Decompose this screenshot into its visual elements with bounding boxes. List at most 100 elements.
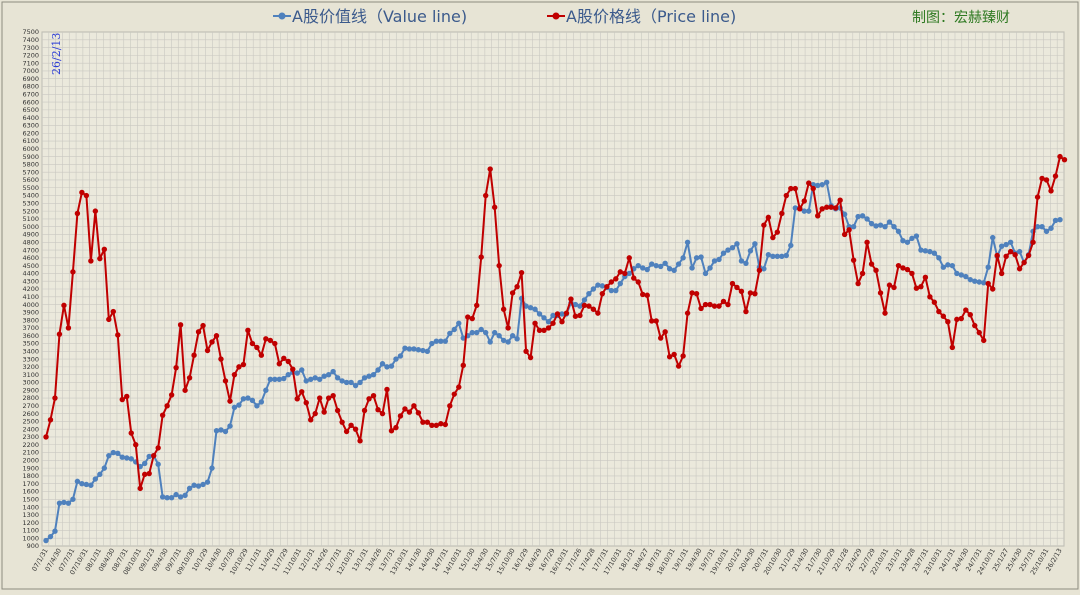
- price-point: [1034, 194, 1041, 200]
- value-point: [900, 238, 906, 244]
- value-point: [788, 242, 794, 249]
- price-point: [666, 354, 673, 360]
- y-tick-label: 6500: [22, 106, 39, 114]
- price-point: [509, 290, 516, 296]
- value-point: [998, 243, 1005, 249]
- y-tick-label: 2600: [22, 410, 39, 418]
- price-point: [599, 290, 606, 297]
- price-point: [689, 290, 695, 296]
- price-point: [483, 192, 489, 199]
- price-point: [832, 205, 839, 211]
- legend-price-line-label: A股价格线（Price line): [566, 7, 736, 26]
- value-point: [312, 375, 318, 381]
- value-point: [559, 311, 565, 317]
- price-line-series: [43, 153, 1068, 492]
- y-tick-label: 4200: [22, 285, 39, 293]
- value-point: [954, 270, 960, 277]
- value-point: [447, 330, 453, 337]
- value-point: [88, 482, 94, 488]
- value-point: [1007, 239, 1014, 245]
- value-point: [657, 263, 664, 270]
- price-point: [451, 391, 457, 397]
- y-axis-ticks: 9001000110012001300140015001600170018001…: [22, 28, 39, 550]
- price-point: [1039, 175, 1045, 182]
- value-point: [716, 256, 722, 263]
- price-point: [617, 269, 623, 275]
- price-point: [945, 319, 951, 325]
- value-point: [478, 326, 484, 333]
- price-point: [514, 283, 520, 290]
- price-point: [384, 386, 390, 393]
- y-tick-label: 3300: [22, 355, 39, 363]
- y-tick-label: 7200: [22, 52, 39, 60]
- price-point: [128, 430, 134, 436]
- value-point: [841, 211, 848, 217]
- price-point: [204, 347, 211, 354]
- value-point: [698, 254, 704, 260]
- value-point: [779, 253, 785, 259]
- price-point: [657, 335, 664, 341]
- y-tick-label: 5400: [22, 192, 39, 200]
- y-tick-label: 4000: [22, 301, 39, 309]
- value-point: [442, 338, 449, 344]
- value-point: [770, 253, 776, 259]
- value-point: [649, 261, 655, 267]
- price-point: [106, 316, 112, 323]
- value-point: [142, 460, 148, 467]
- value-point: [572, 301, 579, 308]
- value-point: [765, 252, 772, 258]
- price-point: [433, 422, 440, 428]
- price-point: [388, 428, 395, 434]
- value-point: [815, 182, 821, 189]
- value-point: [626, 270, 632, 277]
- price-point: [550, 320, 556, 326]
- value-point: [936, 255, 942, 261]
- value-line-series: [43, 179, 1063, 544]
- value-point: [451, 326, 457, 333]
- y-tick-label: 4600: [22, 254, 39, 262]
- price-point: [541, 327, 547, 333]
- y-tick-label: 900: [27, 542, 39, 550]
- price-point: [998, 270, 1005, 277]
- value-point: [581, 297, 588, 303]
- value-point: [774, 253, 781, 259]
- value-point: [586, 290, 592, 297]
- price-point: [424, 419, 431, 425]
- price-point: [415, 410, 422, 416]
- y-tick-label: 1600: [22, 488, 39, 496]
- y-tick-label: 7100: [22, 59, 39, 67]
- price-point: [868, 261, 875, 267]
- price-point: [263, 336, 269, 342]
- price-point: [420, 419, 426, 425]
- price-point: [240, 361, 247, 368]
- y-tick-label: 6300: [22, 122, 39, 130]
- price-point: [720, 298, 727, 305]
- price-point: [402, 406, 408, 412]
- price-point: [559, 319, 565, 325]
- price-point: [316, 395, 323, 401]
- value-point: [595, 282, 601, 288]
- value-point: [904, 239, 911, 245]
- price-point: [213, 333, 220, 339]
- price-point: [303, 400, 309, 406]
- value-point: [720, 250, 727, 256]
- value-point: [375, 367, 381, 373]
- price-point: [792, 185, 798, 192]
- y-tick-label: 2000: [22, 457, 39, 465]
- price-point: [267, 337, 274, 344]
- value-point: [195, 483, 202, 489]
- value-point: [249, 397, 256, 404]
- value-point: [460, 335, 466, 341]
- value-point: [97, 471, 103, 478]
- y-tick-label: 5300: [22, 200, 39, 208]
- price-point: [487, 166, 493, 172]
- value-point: [864, 216, 870, 222]
- price-point: [976, 329, 982, 336]
- price-point: [743, 308, 749, 315]
- price-point: [47, 417, 54, 423]
- price-point: [895, 262, 902, 269]
- value-point: [43, 537, 49, 544]
- value-point: [370, 371, 377, 378]
- price-point: [222, 378, 229, 384]
- value-point: [640, 265, 646, 271]
